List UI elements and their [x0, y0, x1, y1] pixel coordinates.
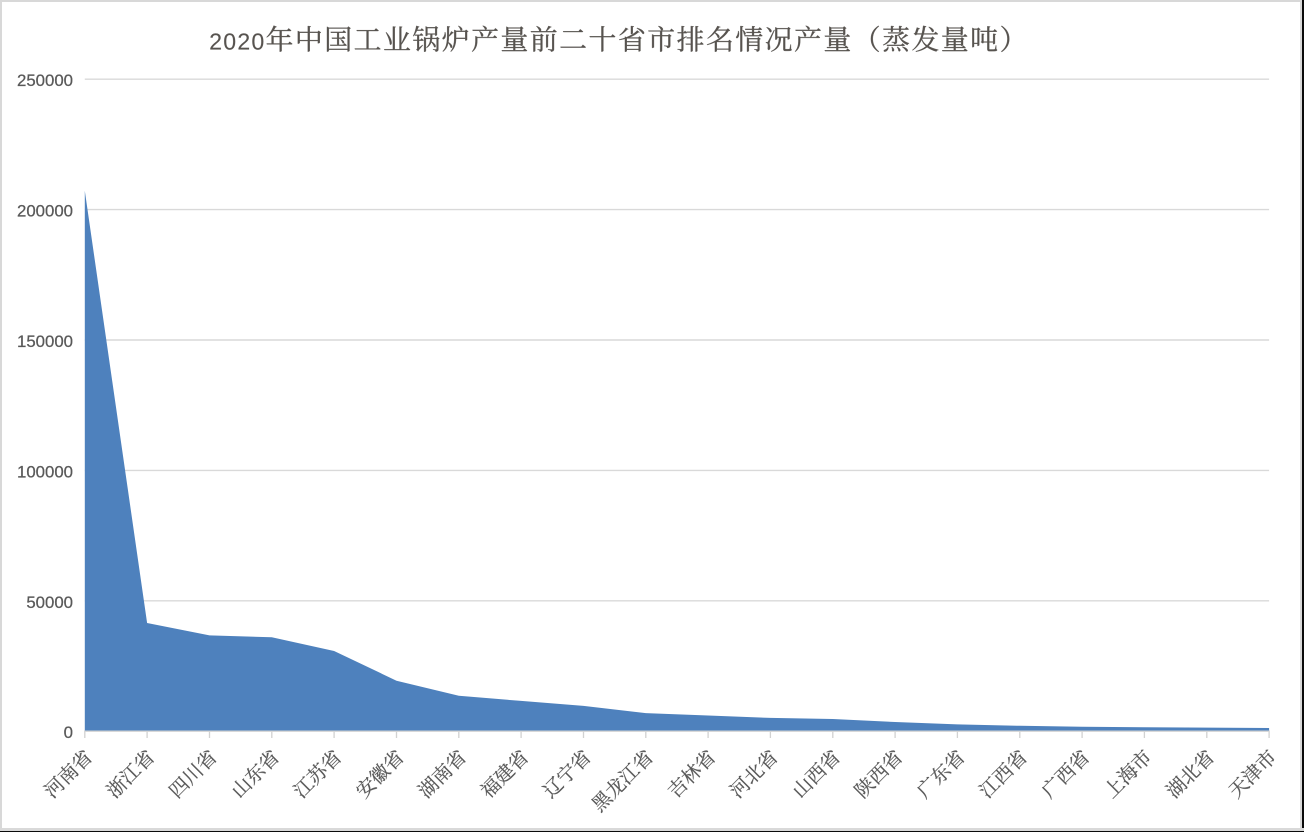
svg-text:200000: 200000	[17, 202, 73, 221]
svg-text:0: 0	[64, 723, 73, 742]
svg-text:150000: 150000	[17, 332, 73, 351]
svg-text:50000: 50000	[26, 593, 73, 612]
svg-text:100000: 100000	[17, 462, 73, 481]
svg-text:250000: 250000	[17, 71, 73, 90]
